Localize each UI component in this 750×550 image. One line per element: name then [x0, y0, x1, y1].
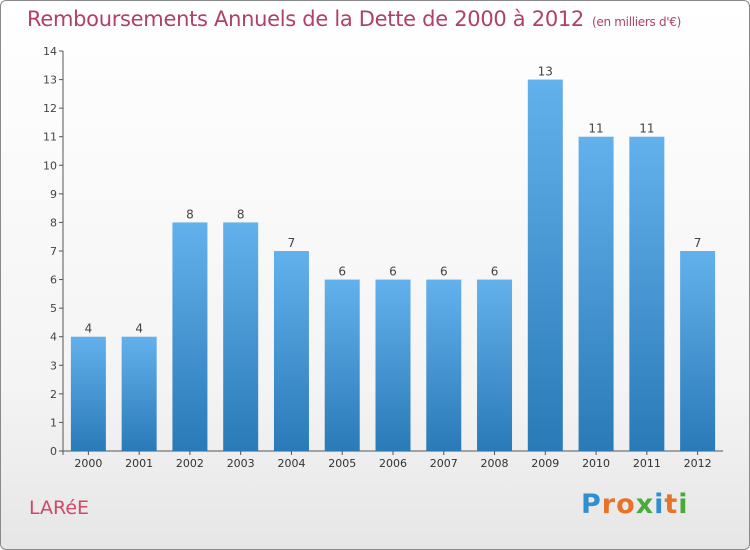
- x-tick-label: 2006: [379, 457, 407, 470]
- y-tick-label: 0: [50, 445, 57, 458]
- logo-letter: x: [635, 489, 655, 520]
- y-tick-label: 6: [50, 274, 57, 287]
- title-text: Remboursements Annuels de la Dette de 20…: [27, 7, 584, 31]
- data-label: 8: [186, 207, 194, 221]
- y-tick-label: 9: [50, 188, 57, 201]
- bar: [426, 279, 462, 451]
- bar: [172, 222, 208, 451]
- x-tick-label: 2003: [227, 457, 255, 470]
- x-tick-label: 2008: [481, 457, 509, 470]
- bars: 4 4 8 8 7 6 6 6 6 13 11 11 7: [70, 65, 716, 452]
- x-tick-label: 2007: [430, 457, 458, 470]
- y-tick-label: 5: [50, 302, 57, 315]
- x-tick-label: 2010: [582, 457, 610, 470]
- unit-label: (en milliers d'€): [592, 15, 682, 29]
- data-label: 6: [440, 265, 448, 279]
- x-tick-label: 2012: [684, 457, 712, 470]
- x-tick-label: 2004: [277, 457, 305, 470]
- data-label: 4: [85, 322, 93, 336]
- y-tick-label: 2: [50, 388, 57, 401]
- commune-name: LARéE: [29, 497, 90, 519]
- bar: [324, 279, 360, 451]
- y-tick-label: 12: [43, 102, 57, 115]
- data-label: 4: [135, 322, 143, 336]
- x-tick-label: 2005: [328, 457, 356, 470]
- x-tick-label: 2009: [531, 457, 559, 470]
- bar: [70, 336, 106, 451]
- y-tick-label: 10: [43, 159, 57, 172]
- data-label: 8: [237, 207, 245, 221]
- y-tick-label: 11: [43, 131, 57, 144]
- proxiti-logo: Proxiti: [581, 489, 689, 520]
- bar: [223, 222, 259, 451]
- x-tick-label: 2002: [176, 457, 204, 470]
- y-tick-label: 8: [50, 216, 57, 229]
- data-label: 7: [694, 236, 702, 250]
- logo-letter: i: [654, 489, 665, 520]
- logo-letter: t: [664, 489, 679, 520]
- bar: [680, 251, 716, 451]
- bar: [273, 251, 309, 451]
- x-tick-label: 2001: [125, 457, 153, 470]
- bar: [477, 279, 513, 451]
- data-label: 6: [338, 265, 346, 279]
- data-label: 7: [288, 236, 296, 250]
- y-tick-label: 1: [50, 416, 57, 429]
- data-label: 6: [491, 265, 499, 279]
- data-label: 13: [538, 65, 553, 79]
- chart-title: Remboursements Annuels de la Dette de 20…: [27, 7, 681, 31]
- bar: [527, 79, 563, 452]
- y-tick-label: 13: [43, 74, 57, 87]
- logo-letter: o: [616, 489, 636, 520]
- y-tick-label: 7: [50, 245, 57, 258]
- bar: [121, 336, 157, 451]
- x-tick-label: 2011: [633, 457, 661, 470]
- data-label: 11: [639, 122, 654, 136]
- bar: [578, 136, 614, 451]
- bar: [375, 279, 411, 451]
- y-tick-label: 3: [50, 359, 57, 372]
- y-tick-label: 4: [50, 331, 57, 344]
- bar: [629, 136, 665, 451]
- logo-letter: r: [601, 489, 617, 520]
- logo-letter: i: [678, 489, 689, 520]
- y-tick-label: 14: [43, 45, 57, 58]
- logo-letter: P: [581, 489, 602, 520]
- data-label: 6: [389, 265, 397, 279]
- data-label: 11: [588, 122, 603, 136]
- x-tick-label: 2000: [74, 457, 102, 470]
